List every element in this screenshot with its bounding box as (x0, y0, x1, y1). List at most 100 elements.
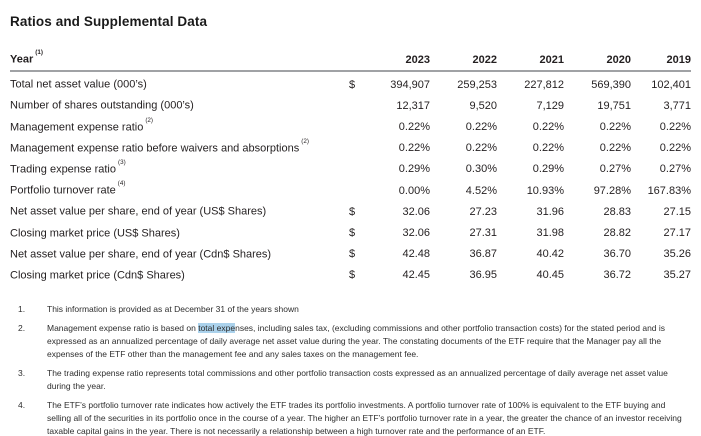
table-row-portfolio-turnover-rate: Portfolio turnover rate(4) 0.00% 4.52% 1… (10, 180, 691, 201)
year-header-label: Year (10, 54, 34, 66)
table-header-row: Year(1) 2023 2022 2021 2020 2019 (10, 49, 691, 72)
footnote-ref-4: (4) (117, 180, 126, 188)
value-cell: 36.70 (603, 248, 631, 261)
footnote-text: The ETF’s portfolio turnover rate indica… (47, 399, 682, 436)
table-row-shares-outstanding: Number of shares outstanding (000’s) 12,… (10, 95, 691, 116)
value-cell: 3,771 (663, 99, 691, 112)
value-cell: 31.96 (536, 205, 564, 218)
row-label: Portfolio turnover rate(4) (10, 180, 126, 197)
footnote-number: 3. (18, 367, 26, 378)
currency-symbol: $ (349, 269, 356, 282)
footnote-text: Management expense ratio is based on tot… (47, 322, 666, 359)
footnote-4: 4. The ETF’s portfolio turnover rate ind… (10, 399, 691, 436)
value-cell: 0.27% (659, 163, 691, 176)
table-row-management-expense-ratio: Management expense ratio(2) 0.22% 0.22% … (10, 116, 691, 137)
value-cell: 167.83% (647, 184, 691, 197)
value-cell: 0.22% (599, 120, 631, 133)
value-cell: 102,401 (651, 78, 691, 91)
row-label: Number of shares outstanding (000’s) (10, 100, 194, 113)
year-column-2020: 2020 (606, 54, 631, 66)
row-label: Trading expense ratio(3) (10, 159, 126, 176)
value-cell: 42.48 (402, 248, 430, 261)
footnote-3: 3. The trading expense ratio represents … (10, 367, 691, 393)
value-cell: 0.22% (532, 120, 564, 133)
currency-symbol: $ (349, 248, 356, 261)
row-label: Management expense ratio(2) (10, 116, 154, 134)
table-row-trading-expense-ratio: Trading expense ratio(3) 0.29% 0.30% 0.2… (10, 159, 691, 180)
footnote-ref-3: (3) (118, 159, 126, 167)
value-cell: 27.15 (663, 205, 691, 218)
table-row-nav-per-share-usd: Net asset value per share, end of year (… (10, 201, 691, 222)
row-label: Closing market price (Cdn$ Shares) (10, 269, 185, 282)
value-cell: 0.22% (398, 120, 430, 133)
value-cell: 0.00% (398, 184, 430, 197)
currency-symbol: $ (349, 78, 356, 91)
value-cell: 0.27% (599, 163, 631, 176)
value-cell: 32.06 (402, 226, 430, 239)
value-cell: 0.29% (398, 163, 430, 176)
footnote-2: 2. Management expense ratio is based on … (10, 322, 691, 361)
row-label: Management expense ratio before waivers … (10, 137, 309, 155)
year-header: Year(1) (10, 49, 347, 66)
footnotes-section: 1. This information is provided as at De… (10, 303, 691, 436)
table-row-total-net-asset-value: Total net asset value (000’s) $ 394,907 … (10, 74, 691, 95)
table-row-closing-price-usd: Closing market price (US$ Shares) $ 32.0… (10, 222, 691, 243)
value-cell: 259,253 (457, 78, 497, 91)
value-cell: 0.22% (465, 142, 497, 155)
footnote-text: The trading expense ratio represents tot… (47, 367, 668, 391)
row-label: Closing market price (US$ Shares) (10, 227, 180, 240)
value-cell: 40.42 (536, 248, 564, 261)
value-cell: 0.22% (398, 142, 430, 155)
value-cell: 27.23 (469, 205, 497, 218)
value-cell: 28.83 (603, 205, 631, 218)
value-cell: 28.82 (603, 226, 631, 239)
table-row-nav-per-share-cdn: Net asset value per share, end of year (… (10, 244, 691, 265)
value-cell: 569,390 (591, 78, 631, 91)
value-cell: 394,907 (390, 78, 430, 91)
value-cell: 36.87 (469, 248, 497, 261)
row-label: Total net asset value (000’s) (10, 78, 147, 91)
table-row-mer-before-waivers: Management expense ratio before waivers … (10, 138, 691, 159)
value-cell: 35.27 (663, 269, 691, 282)
value-cell: 31.98 (536, 226, 564, 239)
value-cell: 0.22% (599, 142, 631, 155)
footnote-ref-2: (2) (145, 116, 154, 124)
value-cell: 10.93% (526, 184, 564, 197)
value-cell: 0.22% (659, 142, 691, 155)
currency-symbol: $ (349, 226, 356, 239)
currency-symbol: $ (349, 205, 356, 218)
year-column-2021: 2021 (539, 54, 564, 66)
value-cell: 4.52% (465, 184, 497, 197)
footnote-ref-1: (1) (35, 49, 43, 57)
value-cell: 40.45 (536, 269, 564, 282)
selection-highlight: total expe (198, 322, 236, 333)
value-cell: 7,129 (536, 99, 564, 112)
value-cell: 0.30% (465, 163, 497, 176)
footnote-1: 1. This information is provided as at De… (10, 303, 691, 316)
ratios-table: Year(1) 2023 2022 2021 2020 2019 Total n… (10, 49, 691, 286)
footnote-number: 2. (18, 322, 26, 333)
value-cell: 27.17 (663, 226, 691, 239)
value-cell: 0.22% (465, 120, 497, 133)
value-cell: 227,812 (524, 78, 564, 91)
value-cell: 12,317 (396, 99, 430, 112)
value-cell: 35.26 (663, 248, 691, 261)
footnote-number: 1. (18, 303, 26, 314)
value-cell: 97.28% (593, 184, 631, 197)
year-column-2019: 2019 (666, 54, 691, 66)
value-cell: 42.45 (402, 269, 430, 282)
row-label: Net asset value per share, end of year (… (10, 206, 267, 219)
page-title: Ratios and Supplemental Data (10, 14, 208, 29)
row-label: Net asset value per share, end of year (… (10, 248, 272, 261)
year-column-2023: 2023 (405, 54, 430, 66)
value-cell: 0.22% (659, 120, 691, 133)
table-row-closing-price-cdn: Closing market price (Cdn$ Shares) $ 42.… (10, 265, 691, 286)
value-cell: 19,751 (597, 99, 631, 112)
value-cell: 36.95 (469, 269, 497, 282)
footnote-number: 4. (18, 399, 26, 410)
footnote-text: This information is provided as at Decem… (47, 303, 299, 314)
year-column-2022: 2022 (472, 54, 497, 66)
value-cell: 36.72 (603, 269, 631, 282)
value-cell: 0.29% (532, 163, 564, 176)
